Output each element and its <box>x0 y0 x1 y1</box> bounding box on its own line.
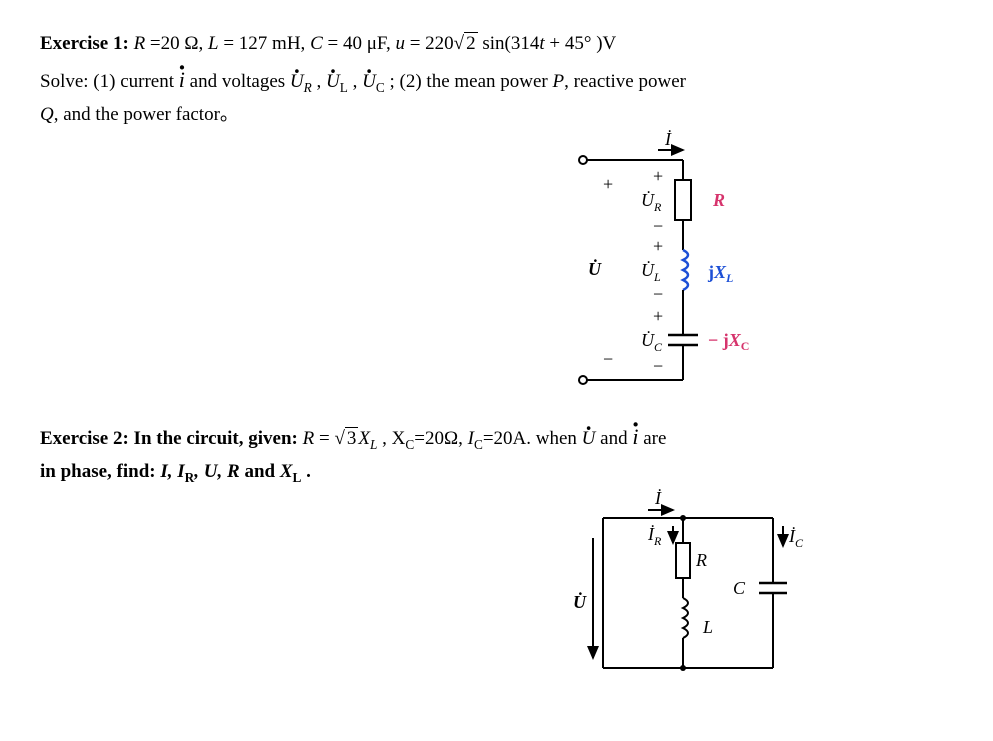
fig2-IC: İC <box>788 526 804 550</box>
ex2-list: I, I <box>160 461 184 482</box>
ex1-heading: Exercise 1: <box>40 33 129 54</box>
fig1-R: R <box>712 190 725 210</box>
ex1-c2: , <box>348 71 362 92</box>
exercise-1-line-3: Q, and the power factor。 <box>40 101 953 130</box>
ex2-are: are <box>638 428 666 449</box>
ex2-i: i <box>632 420 638 453</box>
ex1-solve: Solve: (1) current <box>40 71 179 92</box>
fig1-U: U̇ <box>588 258 602 279</box>
ex1-UL: U <box>326 68 340 97</box>
ex1-UC: U <box>362 68 376 97</box>
ex2-dot: . <box>301 461 311 482</box>
fig2-R: R <box>695 550 707 570</box>
fig1-UL: U̇L <box>641 259 661 284</box>
ex1-R: R <box>134 33 146 54</box>
ex1-u-tail: + 45° )V <box>545 33 617 54</box>
ex1-UR: U <box>290 68 304 97</box>
ex1-i: i <box>179 63 185 96</box>
fig1-UR: U̇R <box>641 189 662 214</box>
fig1-plus-R: + <box>653 166 663 186</box>
fig1-UC: U̇C <box>641 329 663 354</box>
ex2-IR-sub: R <box>185 470 195 485</box>
ex2-X: X <box>358 428 370 449</box>
ex2-mid2: =20Ω, <box>414 428 467 449</box>
figure-1-wrap: İ + − U̇ + U̇R − R + U̇L − jXL + U̇C − −… <box>40 140 953 400</box>
ex2-l2a: in phase, find: <box>40 461 160 482</box>
ex2-R: R <box>298 428 314 449</box>
ex2-U: U <box>582 425 596 454</box>
ex1-C-val: = 40 μF, <box>323 33 396 54</box>
fig1-minus-L: − <box>653 284 663 304</box>
fig1-plus-C: + <box>653 306 663 326</box>
ex2-XL: X <box>280 461 293 482</box>
ex2-IC-sub: C <box>474 437 483 452</box>
ex2-XC-sub: C <box>405 437 414 452</box>
ex1-L-val: = 127 mH, <box>219 33 310 54</box>
figure-2-wrap: U̇ İ İR R L İC C <box>40 498 953 688</box>
ex1-R-val: =20 Ω, <box>145 33 208 54</box>
ex1-Q: Q <box>40 104 54 125</box>
exercise-1-line-2: Solve: (1) current i and voltages UR , U… <box>40 63 953 98</box>
fig1-plus-L: + <box>653 236 663 256</box>
ex1-UC-sub: C <box>376 79 385 94</box>
fig1-minus-left: − <box>603 349 613 369</box>
ex1-L: L <box>208 33 219 54</box>
ex1-u-after: sin(314 <box>478 33 540 54</box>
figure-1: İ + − U̇ + U̇R − R + U̇L − jXL + U̇C − −… <box>553 140 833 400</box>
ex1-sqrt: 2 <box>454 30 478 59</box>
ex2-and: and <box>595 428 632 449</box>
ex1-sqrt-rad: 2 <box>464 32 478 54</box>
ex2-sqrt-rad: 3 <box>345 427 359 449</box>
fig1-mjXC: − jXC <box>708 330 749 353</box>
ex2-mid: , X <box>377 428 405 449</box>
fig1-I: İ <box>664 129 672 149</box>
ex2-list3: and <box>240 461 280 482</box>
exercise-1-line-1: Exercise 1: R =20 Ω, L = 127 mH, C = 40 … <box>40 30 953 59</box>
ex1-u: u <box>395 33 405 54</box>
ex2-eq: = <box>314 428 334 449</box>
fig2-I: İ <box>654 488 662 508</box>
fig1-plus-left: + <box>603 174 613 194</box>
ex1-u-eq: = 220 <box>405 33 454 54</box>
ex1-tail3: , and the power factor。 <box>54 104 239 125</box>
fig1-minus-C: − <box>653 356 663 376</box>
ex1-UL-sub: L <box>340 79 348 94</box>
ex1-tail2: , reactive power <box>564 71 686 92</box>
fig1-minus-R: − <box>653 216 663 236</box>
exercise-2-line-2: in phase, find: I, IR, U, R and XL . <box>40 458 953 488</box>
ex2-mid3: =20A. when <box>483 428 582 449</box>
fig2-L: L <box>702 617 713 637</box>
exercise-2-line-1: Exercise 2: In the circuit, given: R = 3… <box>40 420 953 455</box>
ex1-P: P <box>553 71 565 92</box>
ex1-C: C <box>310 33 323 54</box>
fig1-jXL: jXL <box>707 262 733 285</box>
fig2-U: U̇ <box>573 591 587 612</box>
ex2-heading: Exercise 2: In the circuit, given: <box>40 428 298 449</box>
ex1-c1: , <box>312 71 326 92</box>
ex1-UR-sub: R <box>304 79 312 94</box>
fig2-IR: İR <box>647 524 662 548</box>
figure-2: U̇ İ İR R L İC C <box>573 498 833 688</box>
ex1-tail1: ; (2) the mean power <box>385 71 553 92</box>
ex2-list2: , U, R <box>194 461 239 482</box>
ex1-andvolt: and voltages <box>185 71 290 92</box>
ex2-sqrt: 3 <box>334 425 358 454</box>
fig2-C: C <box>733 578 746 598</box>
